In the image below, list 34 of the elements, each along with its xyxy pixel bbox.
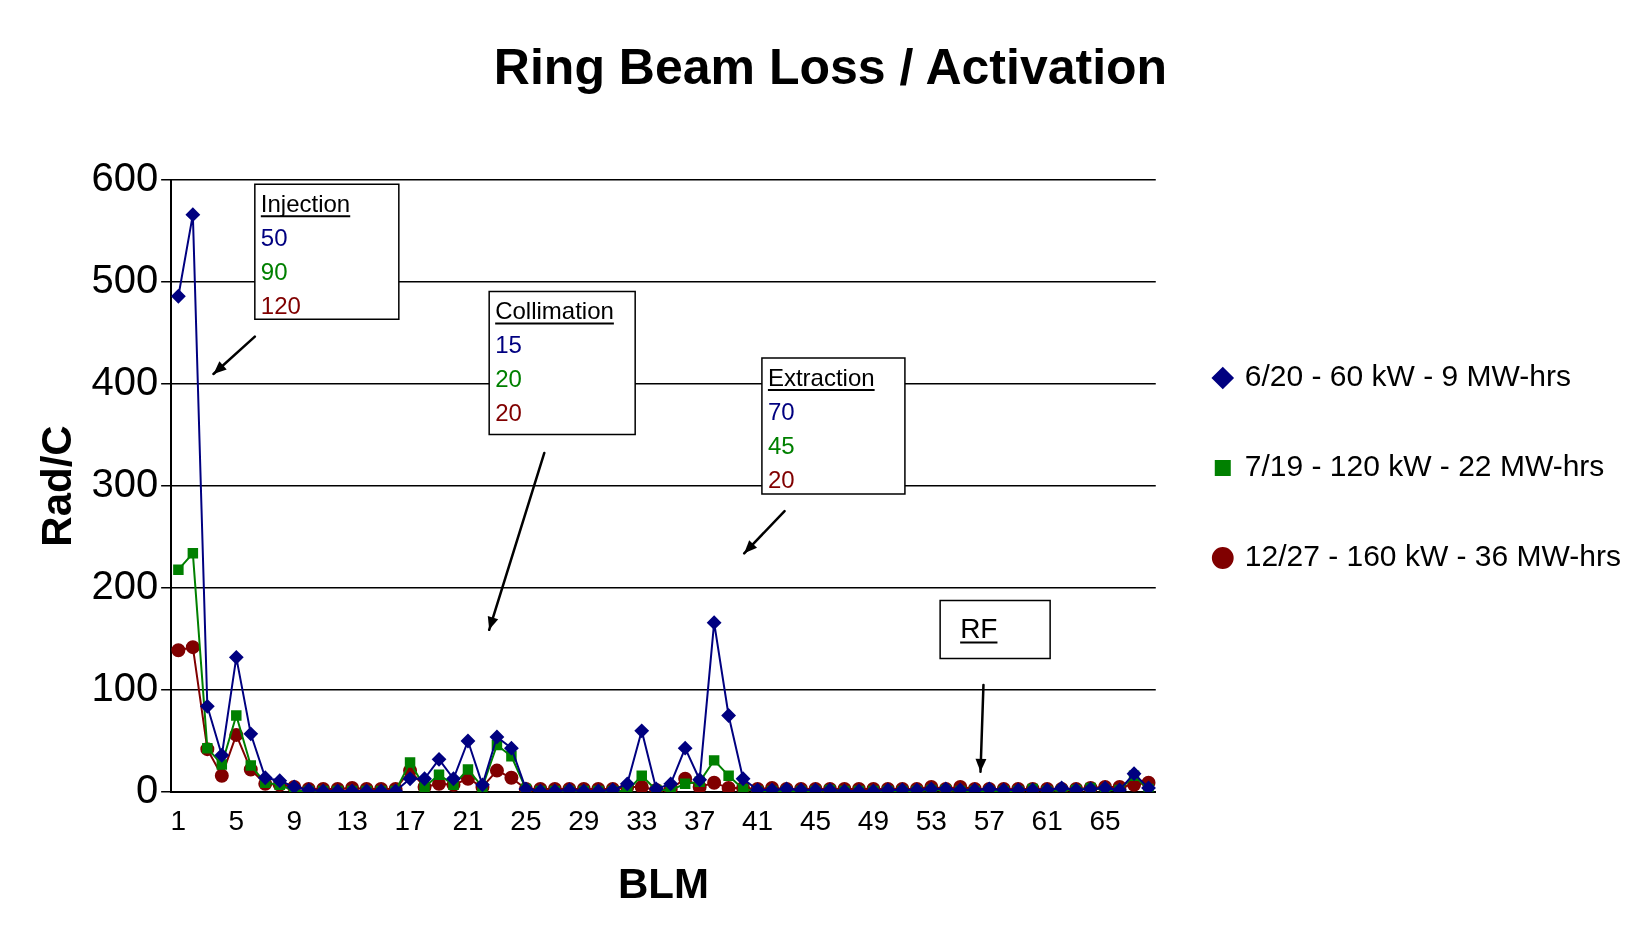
annotation: RF <box>960 613 998 645</box>
x-tick-label: 25 <box>510 804 542 836</box>
y-tick-label: 0 <box>135 767 159 812</box>
x-tick-label: 21 <box>452 804 484 836</box>
y-tick-label: 500 <box>91 257 159 302</box>
legend-label: 6/20 - 60 kW - 9 MW-hrs <box>1244 359 1571 393</box>
x-tick-label: 1 <box>170 804 187 836</box>
x-tick-label: 53 <box>915 804 947 836</box>
x-tick-label: 5 <box>228 804 245 836</box>
x-tick-label: 65 <box>1089 804 1121 836</box>
legend-label: 7/19 - 120 kW - 22 MW-hrs <box>1244 449 1605 483</box>
chart-title: Ring Beam Loss / Activation <box>493 38 1168 95</box>
y-axis-title: Rad/C <box>32 425 80 547</box>
y-tick-label: 300 <box>91 461 159 506</box>
y-tick-label: 400 <box>91 359 159 404</box>
x-tick-label: 45 <box>799 804 832 836</box>
y-tick-label: 200 <box>91 563 159 608</box>
x-tick-label: 9 <box>286 804 303 836</box>
x-tick-label: 61 <box>1031 804 1063 836</box>
y-tick-label: 100 <box>91 665 159 710</box>
x-tick-label: 13 <box>336 804 368 836</box>
annotation: Collimation 15 20 20 <box>495 297 614 427</box>
x-tick-label: 29 <box>568 804 600 836</box>
x-tick-label: 41 <box>741 804 774 836</box>
x-tick-label: 33 <box>626 804 658 836</box>
x-tick-label: 17 <box>394 804 426 836</box>
annotation: Injection 50 90 120 <box>260 190 351 320</box>
legend-label: 12/27 - 160 kW - 36 MW-hrs <box>1244 539 1621 573</box>
x-tick-label: 37 <box>684 804 716 836</box>
x-tick-label: 57 <box>973 804 1005 836</box>
x-axis-title: BLM <box>617 860 709 908</box>
x-tick-label: 49 <box>857 804 889 836</box>
annotation: Extraction 70 45 20 <box>767 364 875 494</box>
y-tick-label: 600 <box>91 155 159 200</box>
